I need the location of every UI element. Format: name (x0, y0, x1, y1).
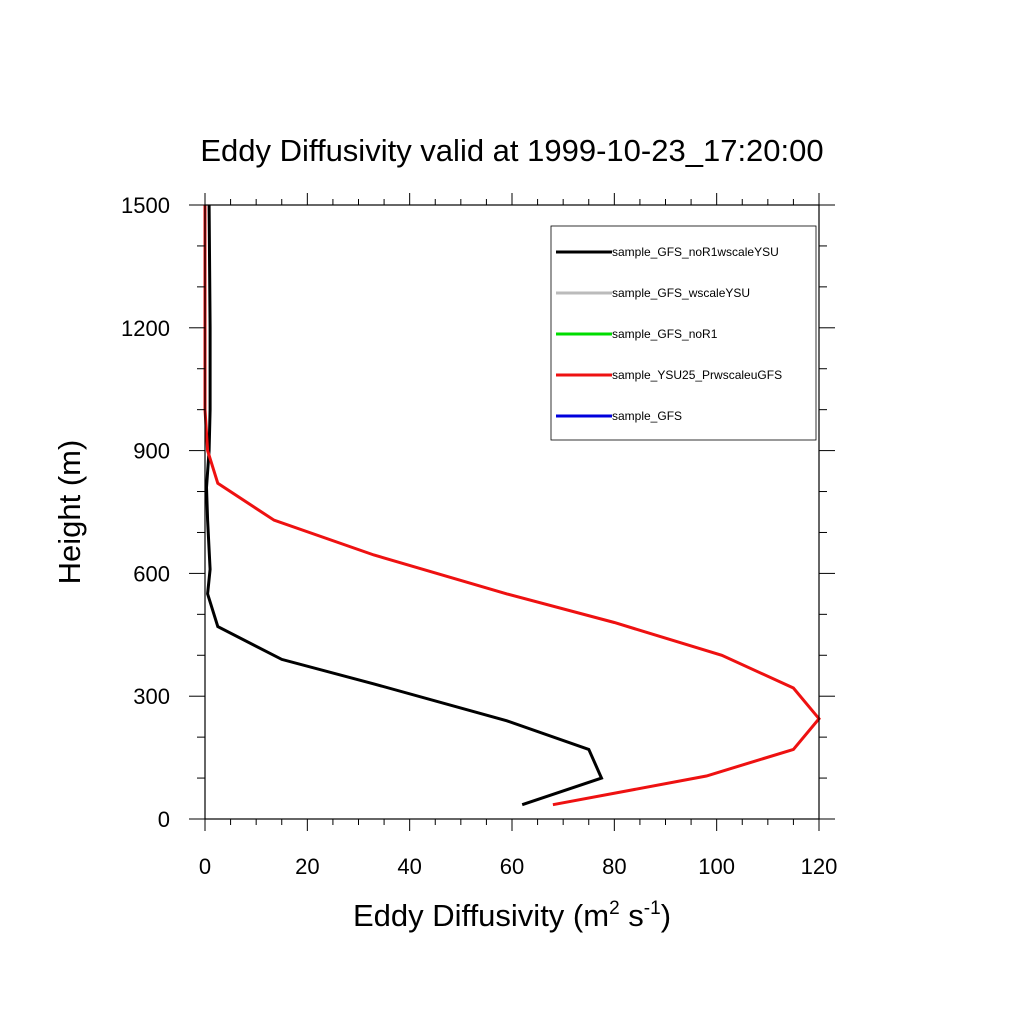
x-tick-label: 0 (199, 854, 211, 879)
legend-label: sample_GFS_noR1wscaleYSU (612, 245, 779, 259)
x-tick-label: 20 (295, 854, 319, 879)
x-axis-title-main: Eddy Diffusivity (m (353, 898, 609, 933)
legend-label: sample_GFS_wscaleYSU (612, 286, 750, 300)
y-tick-label: 900 (133, 439, 170, 464)
y-axis-title: Height (m) (52, 440, 87, 585)
x-tick-label: 60 (500, 854, 524, 879)
x-axis-title-sup2: -1 (644, 898, 661, 919)
legend-label: sample_GFS_noR1 (612, 327, 718, 341)
x-axis-title-sup1: 2 (609, 898, 620, 919)
series-line-3 (203, 205, 821, 807)
axis-ticks (189, 193, 835, 831)
x-axis-title: Eddy Diffusivity (m2 s-1) (353, 898, 671, 933)
legend-label: sample_GFS (612, 409, 682, 423)
x-axis-title-mid: s (620, 898, 644, 933)
x-tick-label: 120 (801, 854, 838, 879)
y-tick-label: 0 (158, 807, 170, 832)
x-tick-label: 100 (698, 854, 735, 879)
plot-frame (204, 204, 820, 820)
y-tick-label: 600 (133, 561, 170, 586)
legend-label: sample_YSU25_PrwscaleuGFS (612, 368, 782, 382)
x-axis-title-end: ) (661, 898, 671, 933)
x-tick-label: 80 (602, 854, 626, 879)
y-tick-label: 1500 (121, 193, 170, 218)
legend: sample_GFS_noR1wscaleYSU sample_GFS_wscal… (550, 225, 817, 441)
chart-title: Eddy Diffusivity valid at 1999-10-23_17:… (200, 133, 823, 168)
legend-items: sample_GFS_noR1wscaleYSU sample_GFS_wscal… (556, 245, 782, 423)
x-tick-label: 40 (397, 854, 421, 879)
series-line-0 (204, 204, 604, 807)
y-tick-label: 300 (133, 684, 170, 709)
y-tick-label: 1200 (121, 316, 170, 341)
plot-lines (203, 204, 821, 807)
